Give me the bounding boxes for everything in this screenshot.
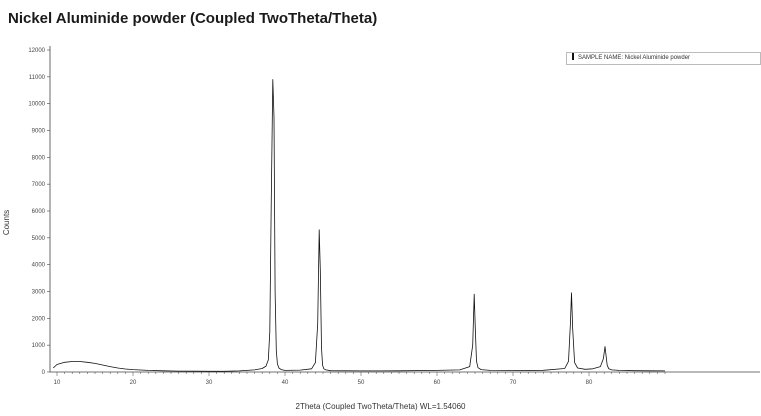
x-tick-label: 60 [434, 380, 441, 386]
y-tick-label: 2000 [32, 316, 46, 322]
x-tick-label: 80 [586, 380, 593, 386]
y-axis-ticks: 0 1000 2000 3000 4000 5000 6000 7000 8000 9000 100… [28, 48, 50, 376]
chart-title: Nickel Aluminide powder (Coupled TwoThet… [8, 10, 378, 27]
y-tick-label: 6000 [32, 209, 46, 215]
x-tick-label: 40 [282, 380, 289, 386]
legend: SAMPLE NAME: Nickel Aluminide powder [566, 52, 761, 65]
x-tick-label: 10 [54, 380, 61, 386]
legend-swatch [572, 53, 574, 60]
y-tick-label: 1000 [32, 343, 46, 349]
y-tick-label: 8000 [32, 155, 46, 161]
y-tick-label: 3000 [32, 290, 46, 296]
plot-area [50, 46, 760, 375]
axes [49, 46, 760, 373]
x-tick-label: 20 [130, 380, 137, 386]
y-axis-label: Counts [2, 209, 12, 236]
x-axis-ticks: 10 20 30 40 50 60 70 80 [54, 372, 666, 386]
x-tick-label: 70 [510, 380, 517, 386]
x-tick-label: 30 [206, 380, 213, 386]
y-tick-label: 10000 [28, 102, 45, 108]
legend-label: SAMPLE NAME: Nickel Aluminide powder [578, 55, 691, 61]
y-tick-label: 4000 [32, 263, 46, 269]
y-tick-label: 7000 [32, 182, 46, 188]
y-tick-label: 0 [42, 370, 46, 376]
diffraction-pattern-line [52, 79, 666, 372]
x-axis-label: 2Theta (Coupled TwoTheta/Theta) WL=1.540… [295, 402, 466, 411]
y-tick-label: 9000 [32, 129, 46, 135]
y-tick-label: 12000 [28, 48, 45, 54]
y-tick-label: 11000 [29, 75, 46, 81]
x-tick-label: 50 [358, 380, 365, 386]
y-tick-label: 5000 [32, 236, 46, 242]
